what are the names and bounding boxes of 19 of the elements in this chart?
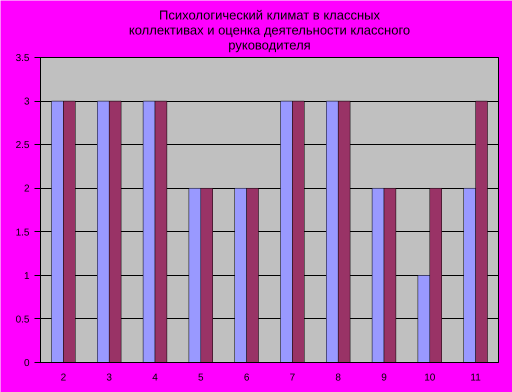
y-tick-label: 3.5 — [16, 53, 30, 64]
y-tick-label: 3 — [24, 96, 30, 108]
x-tick-label: 7 — [290, 372, 296, 384]
y-tick-label: 2 — [24, 184, 30, 195]
y-tick-label: 1 — [24, 270, 30, 282]
x-tick-label: 8 — [335, 372, 342, 384]
x-tick-label: 6 — [244, 372, 250, 384]
y-tick-label: 0.5 — [16, 314, 30, 326]
y-tick-label: 2.5 — [16, 140, 30, 152]
chart-title: Психологический климат в классных коллективах и оценка деятельности классного руководителя — [128, 8, 410, 52]
y-tick-label: 1.5 — [16, 227, 30, 238]
x-tick-label: 11 — [470, 372, 482, 384]
y-tick-label: 0 — [24, 358, 30, 369]
x-tick-label: 2 — [60, 372, 67, 384]
x-tick-label: 10 — [424, 372, 436, 384]
x-tick-label: 5 — [198, 372, 204, 384]
x-tick-label: 9 — [381, 372, 388, 384]
x-tick-label: 4 — [152, 372, 158, 384]
x-tick-label: 3 — [106, 372, 112, 384]
